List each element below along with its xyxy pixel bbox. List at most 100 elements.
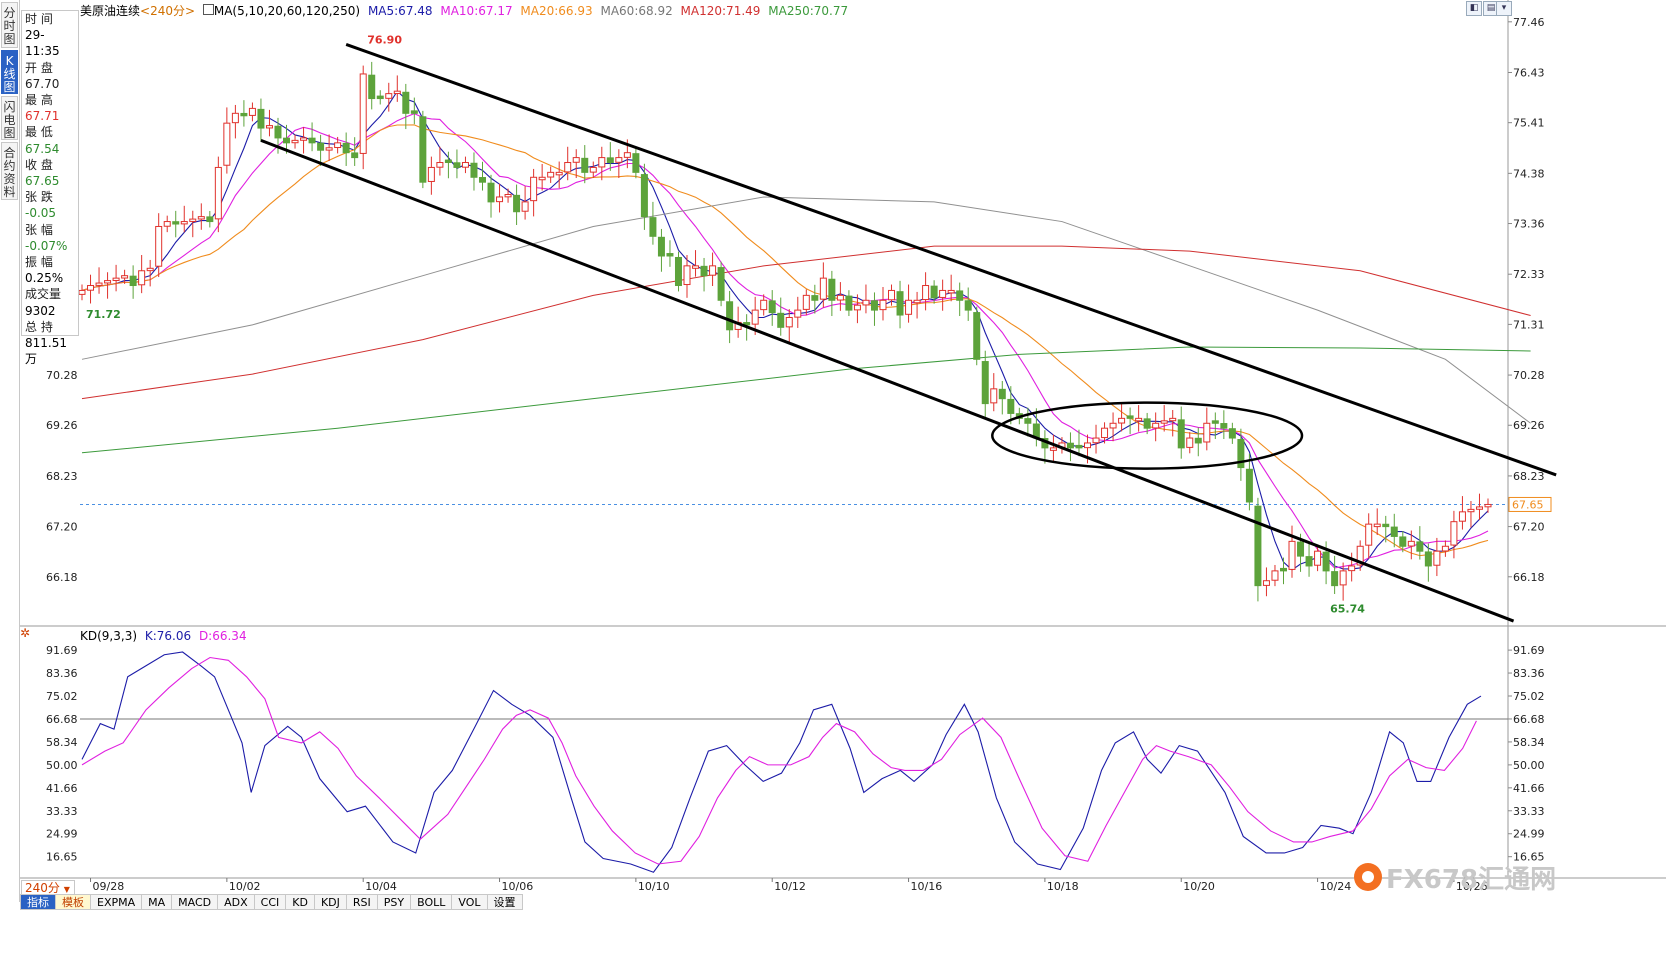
- collapse-icon[interactable]: ▾: [1496, 1, 1512, 16]
- candle-body: [172, 221, 180, 225]
- tab-settings[interactable]: 设置: [487, 894, 523, 910]
- kd-tick-label-left: 75.02: [46, 690, 78, 703]
- candle: [504, 188, 512, 203]
- candle-body: [368, 74, 376, 100]
- tab-rsi[interactable]: RSI: [346, 894, 378, 910]
- change-pct-value: -0.07%: [25, 238, 68, 253]
- date-tick-label: 10/20: [1183, 880, 1215, 893]
- candle-body: [291, 139, 299, 144]
- instrument-name[interactable]: 美原油连续: [80, 4, 141, 18]
- candle: [104, 272, 112, 299]
- candle: [1101, 422, 1109, 444]
- tab-timeshare[interactable]: 分时图: [1, 2, 18, 48]
- tab-macd[interactable]: MACD: [172, 894, 219, 910]
- candle-body: [300, 137, 308, 141]
- tab-indicators[interactable]: 指标: [20, 894, 56, 910]
- kd-tick-label-left: 24.99: [46, 828, 78, 841]
- candle: [768, 290, 776, 326]
- current-price-tag: [1508, 496, 1552, 512]
- date-tick-label: 10/16: [911, 880, 943, 893]
- candle: [538, 163, 546, 191]
- candle: [214, 156, 222, 233]
- candle: [700, 257, 708, 292]
- kd-k-readout: K:76.06: [144, 629, 192, 643]
- chart-canvas: 77.46 76.43 75.41 74.38 73.36 72.33 71.31 70.28…: [20, 0, 1666, 893]
- tab-boll[interactable]: BOLL: [411, 894, 453, 910]
- ma10-readout: MA10:67.17: [440, 4, 513, 18]
- candle: [402, 83, 410, 130]
- kd-label[interactable]: KD(9,3,3): [80, 629, 138, 643]
- candle: [802, 289, 810, 316]
- candle: [334, 136, 342, 154]
- tab-kline[interactable]: K线图: [1, 50, 18, 94]
- candle: [615, 149, 623, 179]
- candle: [248, 102, 256, 122]
- candle: [1314, 545, 1322, 572]
- candle: [121, 269, 129, 284]
- tab-kd[interactable]: KD: [286, 894, 315, 910]
- kd-settings-icon[interactable]: ✲: [20, 626, 31, 640]
- tab-ma[interactable]: MA: [142, 894, 173, 910]
- channel-lower-line: [260, 138, 1515, 623]
- candle-body: [104, 280, 112, 284]
- price-tick-label: 71.31: [1513, 318, 1545, 331]
- candle: [410, 97, 418, 125]
- price-tick-label-left: 67.20: [46, 521, 78, 534]
- candle: [265, 109, 273, 137]
- tab-expma[interactable]: EXPMA: [91, 894, 143, 910]
- candle: [1092, 424, 1100, 454]
- date-axis: 09/28 10/02 10/04 10/06 10/10 10/12 10/16 10/18…: [90, 878, 1488, 893]
- candle-body: [640, 174, 648, 218]
- candle-body: [342, 142, 350, 154]
- tab-contract-info[interactable]: 合约资料: [1, 142, 18, 200]
- tab-adx[interactable]: ADX: [218, 894, 255, 910]
- candle-body: [351, 152, 359, 159]
- candle: [317, 134, 325, 166]
- candle-body: [802, 294, 810, 310]
- close-value: 67.65: [25, 174, 60, 189]
- tab-psy[interactable]: PSY: [377, 894, 412, 910]
- candle: [376, 90, 384, 105]
- ma10-line: [81, 112, 1489, 569]
- candle-body: [1441, 545, 1449, 552]
- candle-body: [461, 162, 469, 168]
- candle: [359, 65, 367, 170]
- candle: [325, 134, 333, 161]
- period-selector[interactable]: 240分 ▼: [21, 880, 75, 895]
- amplitude-label: 振 幅: [25, 255, 53, 270]
- time-label: 时 间: [25, 12, 53, 26]
- tab-cci[interactable]: CCI: [254, 894, 287, 910]
- candle: [419, 110, 427, 189]
- candle: [1365, 513, 1373, 559]
- candle-body: [623, 152, 631, 158]
- ma-settings-icon[interactable]: [202, 4, 214, 15]
- kd-tick-label-left: 50.00: [46, 759, 78, 772]
- candle-body: [1211, 420, 1219, 424]
- candle-body: [853, 304, 861, 311]
- candle: [1169, 409, 1177, 437]
- ma-params[interactable]: MA(5,10,20,60,120,250): [213, 4, 361, 18]
- expand-icon[interactable]: ◧: [1466, 1, 1482, 16]
- change-value: -0.05: [25, 206, 57, 221]
- candle-body: [231, 112, 239, 124]
- candle-body: [87, 285, 95, 291]
- candle: [973, 306, 981, 366]
- price-tick-label: 69.26: [1513, 419, 1545, 432]
- candle: [598, 146, 606, 181]
- candle-body: [1339, 570, 1347, 586]
- candle-body: [1331, 571, 1339, 587]
- ma60-readout: MA60:68.92: [600, 4, 673, 18]
- candle: [726, 290, 734, 344]
- close-icon[interactable]: ▤: [1483, 1, 1499, 16]
- open-interest-label: 总 持: [25, 319, 53, 334]
- candle: [487, 174, 495, 218]
- tab-kdj[interactable]: KDJ: [314, 894, 347, 910]
- candle: [461, 156, 469, 174]
- ma20-line: [81, 124, 1489, 557]
- tab-template[interactable]: 模板: [56, 894, 91, 910]
- candle: [427, 156, 435, 195]
- tab-lightning[interactable]: 闪电图: [1, 96, 18, 140]
- candle-body: [436, 162, 444, 168]
- tab-vol[interactable]: VOL: [452, 894, 488, 910]
- kd-indicator-frame: 91.69 91.69 83.36 83.36 75.02 75.02 66.68 66.68…: [46, 644, 1545, 864]
